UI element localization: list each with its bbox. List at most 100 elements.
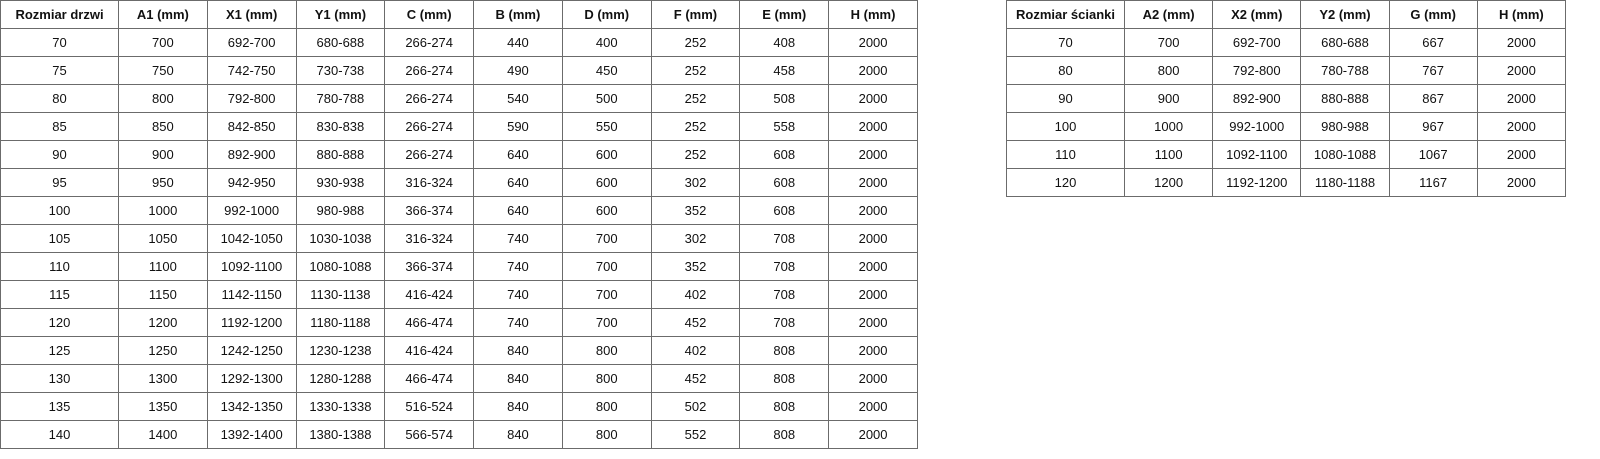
table-cell: 120 xyxy=(0,308,119,337)
table-cell: 1067 xyxy=(1388,140,1478,169)
table-cell: 950 xyxy=(118,168,208,197)
table-cell: 680-688 xyxy=(295,28,386,57)
table-cell: 266-274 xyxy=(384,56,475,85)
table-cell: 115 xyxy=(0,280,119,309)
table-cell: 590 xyxy=(473,112,563,141)
table-cell: 1180-1188 xyxy=(295,308,386,337)
table-cell: 110 xyxy=(1006,140,1125,169)
table-cell: 600 xyxy=(561,196,652,225)
table-row: 120 1200 1192-1200 1180-1188 1167 2000 xyxy=(1006,168,1567,197)
table-cell: 1130-1138 xyxy=(295,280,386,309)
table-cell: 930-938 xyxy=(295,168,386,197)
table-cell: 100 xyxy=(0,196,119,225)
table-row: 135 1350 1342-1350 1330-1338 516-524 840 800 50… xyxy=(0,392,918,421)
table-cell: 1100 xyxy=(118,252,208,281)
table-cell: 808 xyxy=(739,364,830,393)
table-cell: 800 xyxy=(561,364,652,393)
table-cell: 120 xyxy=(1006,168,1125,197)
table-cell: 608 xyxy=(739,196,830,225)
table-cell: 792-800 xyxy=(1212,56,1302,85)
table-cell: 352 xyxy=(650,252,741,281)
table-cell: 2000 xyxy=(1476,168,1567,197)
table-cell: 316-324 xyxy=(384,168,475,197)
table-cell: 867 xyxy=(1388,84,1478,113)
table-row: 120 1200 1192-1200 1180-1188 466-474 740 700 45… xyxy=(0,308,918,337)
table-cell: 502 xyxy=(650,392,741,421)
table-cell: 692-700 xyxy=(206,28,297,57)
table-cell: 452 xyxy=(650,364,741,393)
table-cell: 552 xyxy=(650,420,741,449)
table-cell: 830-838 xyxy=(295,112,386,141)
table-cell: 840 xyxy=(473,336,563,365)
table-cell: 2000 xyxy=(828,364,918,393)
table-cell: 2000 xyxy=(828,112,918,141)
column-header: Rozmiar drzwi xyxy=(0,0,119,29)
table-cell: 490 xyxy=(473,56,563,85)
table-cell: 352 xyxy=(650,196,741,225)
table-cell: 740 xyxy=(473,280,563,309)
table-cell: 252 xyxy=(650,84,741,113)
table-cell: 800 xyxy=(561,336,652,365)
table-cell: 70 xyxy=(0,28,119,57)
table-cell: 708 xyxy=(739,280,830,309)
table-cell: 402 xyxy=(650,336,741,365)
table-cell: 942-950 xyxy=(206,168,297,197)
table-cell: 416-424 xyxy=(384,336,475,365)
table-cell: 740 xyxy=(473,308,563,337)
table-cell: 850 xyxy=(118,112,208,141)
table-cell: 1042-1050 xyxy=(206,224,297,253)
table-cell: 742-750 xyxy=(206,56,297,85)
table-cell: 266-274 xyxy=(384,112,475,141)
table-cell: 450 xyxy=(561,56,652,85)
table-cell: 992-1000 xyxy=(1212,112,1302,141)
table-cell: 1350 xyxy=(118,392,208,421)
table-row: 110 1100 1092-1100 1080-1088 1067 2000 xyxy=(1006,140,1567,169)
table-cell: 1000 xyxy=(1123,112,1214,141)
table-row: 105 1050 1042-1050 1030-1038 316-324 740 700 30… xyxy=(0,224,918,253)
table-cell: 800 xyxy=(561,420,652,449)
column-header: A1 (mm) xyxy=(118,0,208,29)
table-cell: 692-700 xyxy=(1212,28,1302,57)
table-cell: 1092-1100 xyxy=(1212,140,1302,169)
table-cell: 700 xyxy=(561,252,652,281)
column-header: F (mm) xyxy=(650,0,741,29)
table-cell: 566-574 xyxy=(384,420,475,449)
table-cell: 252 xyxy=(650,28,741,57)
table-cell: 402 xyxy=(650,280,741,309)
table-cell: 440 xyxy=(473,28,563,57)
table-cell: 1330-1338 xyxy=(295,392,386,421)
table-cell: 600 xyxy=(561,140,652,169)
table-cell: 1200 xyxy=(1123,168,1214,197)
table-row: 70 700 692-700 680-688 667 2000 xyxy=(1006,28,1567,57)
column-header: E (mm) xyxy=(739,0,830,29)
table-cell: 980-988 xyxy=(295,196,386,225)
column-header: X2 (mm) xyxy=(1212,0,1302,29)
table-cell: 700 xyxy=(561,308,652,337)
table-cell: 800 xyxy=(561,392,652,421)
table-cell: 792-800 xyxy=(206,84,297,113)
table-cell: 1080-1088 xyxy=(1300,140,1390,169)
table-cell: 2000 xyxy=(1476,112,1567,141)
table-cell: 2000 xyxy=(828,140,918,169)
table-cell: 2000 xyxy=(1476,28,1567,57)
table-cell: 608 xyxy=(739,140,830,169)
table-cell: 90 xyxy=(0,140,119,169)
header-row: Rozmiar drzwi A1 (mm) X1 (mm) Y1 (mm) C (mm)… xyxy=(0,0,918,29)
table-cell: 252 xyxy=(650,56,741,85)
table-cell: 408 xyxy=(739,28,830,57)
table-cell: 800 xyxy=(1123,56,1214,85)
table-cell: 740 xyxy=(473,252,563,281)
table-row: 90 900 892-900 880-888 867 2000 xyxy=(1006,84,1567,113)
table-row: 100 1000 992-1000 980-988 366-374 640 600 352 60… xyxy=(0,196,918,225)
table-cell: 892-900 xyxy=(1212,84,1302,113)
table-cell: 416-424 xyxy=(384,280,475,309)
table-cell: 266-274 xyxy=(384,140,475,169)
table-cell: 550 xyxy=(561,112,652,141)
table-cell: 1392-1400 xyxy=(206,420,297,449)
table-cell: 880-888 xyxy=(295,140,386,169)
table-cell: 70 xyxy=(1006,28,1125,57)
table-cell: 767 xyxy=(1388,56,1478,85)
table-cell: 2000 xyxy=(1476,56,1567,85)
table-cell: 1150 xyxy=(118,280,208,309)
table-cell: 730-738 xyxy=(295,56,386,85)
